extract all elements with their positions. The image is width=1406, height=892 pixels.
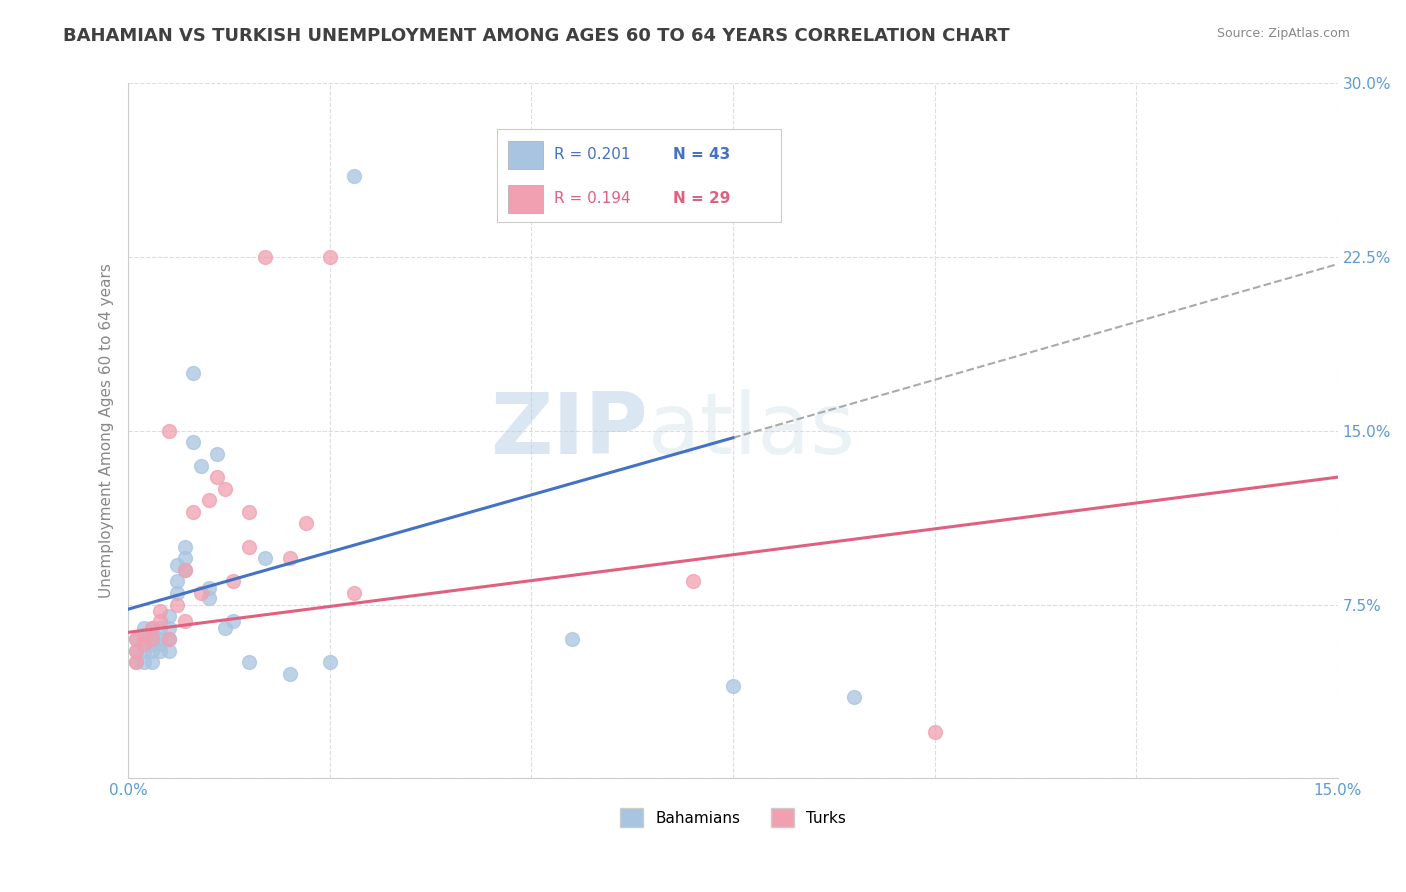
Text: BAHAMIAN VS TURKISH UNEMPLOYMENT AMONG AGES 60 TO 64 YEARS CORRELATION CHART: BAHAMIAN VS TURKISH UNEMPLOYMENT AMONG A… [63,27,1010,45]
Point [294,516,316,531]
Point [238,505,260,519]
Point [214,482,236,496]
Point [166,574,188,589]
Point [561,632,583,647]
Point [205,447,228,461]
Point [254,250,277,264]
Point [141,656,163,670]
Point [190,458,212,473]
Point [173,551,195,566]
Point [141,644,163,658]
Point [198,493,221,508]
Point [134,627,156,641]
Point [141,621,163,635]
Point [149,605,172,619]
Point [181,505,204,519]
Point [149,621,172,635]
Point [181,435,204,450]
Point [319,250,342,264]
Point [141,632,163,647]
Point [149,632,172,647]
Point [134,656,156,670]
Point [166,558,188,573]
Point [924,725,946,739]
Point [134,644,156,658]
Point [141,627,163,641]
Point [134,637,156,651]
Text: Source: ZipAtlas.com: Source: ZipAtlas.com [1216,27,1350,40]
Point [238,656,260,670]
Point [134,632,156,647]
Point [157,424,180,438]
Point [198,591,221,605]
Point [125,632,148,647]
Point [278,667,301,681]
Point [222,614,245,628]
Point [343,586,366,600]
Point [125,644,148,658]
Point [166,586,188,600]
Text: ZIP: ZIP [491,389,648,473]
Point [238,540,260,554]
Point [125,644,148,658]
Point [205,470,228,484]
Point [134,621,156,635]
Point [173,563,195,577]
Point [190,586,212,600]
Point [141,621,163,635]
Point [157,644,180,658]
Point [198,582,221,596]
Y-axis label: Unemployment Among Ages 60 to 64 years: Unemployment Among Ages 60 to 64 years [100,263,114,599]
Point [125,656,148,670]
Point [254,551,277,566]
Point [343,169,366,183]
Point [149,614,172,628]
Point [141,637,163,651]
Point [149,637,172,651]
Point [682,574,704,589]
Legend: Bahamians, Turks: Bahamians, Turks [614,802,852,833]
Point [842,690,865,705]
Point [173,614,195,628]
Point [141,632,163,647]
Point [721,679,744,693]
Point [319,656,342,670]
Point [181,366,204,380]
Point [125,656,148,670]
Point [157,609,180,624]
Point [125,632,148,647]
Point [173,563,195,577]
Point [222,574,245,589]
Point [149,644,172,658]
Text: atlas: atlas [648,389,856,473]
Point [157,632,180,647]
Point [166,598,188,612]
Point [173,540,195,554]
Point [157,632,180,647]
Point [214,621,236,635]
Point [278,551,301,566]
Point [157,621,180,635]
